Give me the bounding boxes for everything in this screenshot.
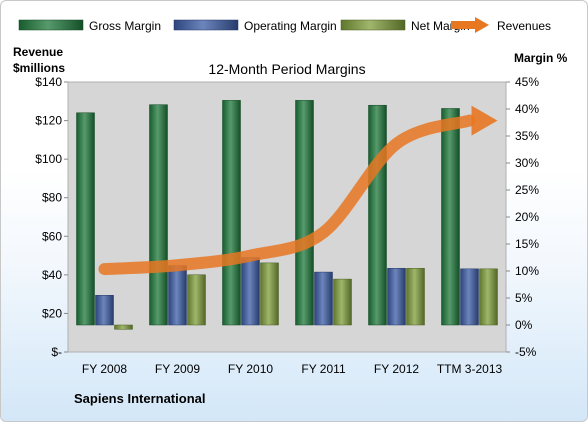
bar-operating-margin <box>95 295 114 326</box>
x-tick-label: FY 2011 <box>301 362 346 376</box>
left-tick-label: $120 <box>35 114 62 128</box>
bar-gross-margin <box>368 104 387 326</box>
bar-net-margin <box>479 268 498 326</box>
bar-operating-margin <box>460 268 479 326</box>
right-tick-label: 5% <box>515 291 533 305</box>
revenue-arrowhead <box>471 105 498 136</box>
left-tick-label: $60 <box>42 229 62 243</box>
right-tick-label: 20% <box>515 210 539 224</box>
bar-net-margin <box>406 268 425 326</box>
left-axis-title: Revenue <box>13 45 63 59</box>
left-tick-label: $- <box>51 345 62 359</box>
chart-title: 12-Month Period Margins <box>208 61 365 77</box>
company-name: Sapiens International <box>74 391 205 406</box>
bar-operating-margin <box>168 265 187 326</box>
left-axis-title: $millions <box>13 61 65 75</box>
legend-swatch <box>173 19 239 31</box>
right-tick-label: 45% <box>515 75 539 89</box>
left-tick-label: $80 <box>42 191 62 205</box>
left-tick-label: $140 <box>35 75 62 89</box>
legend-arrowhead <box>475 17 489 33</box>
left-tick-label: $100 <box>35 152 62 166</box>
bar-operating-margin <box>314 271 333 326</box>
legend-swatch <box>340 19 406 31</box>
x-tick-label: FY 2008 <box>82 362 127 376</box>
bar-gross-margin <box>76 112 95 326</box>
bar-operating-margin <box>241 257 260 326</box>
left-tick-label: $20 <box>42 306 62 320</box>
legend-label: Gross Margin <box>89 19 161 33</box>
x-tick-label: FY 2012 <box>374 362 419 376</box>
x-tick-label: FY 2010 <box>228 362 273 376</box>
revenue-line <box>98 114 476 276</box>
right-tick-label: 40% <box>515 102 539 116</box>
right-tick-label: 30% <box>515 156 539 170</box>
right-axis-title: Margin % <box>514 51 568 65</box>
x-tick-label: TTM 3-2013 <box>437 362 503 376</box>
bar-operating-margin <box>387 268 406 326</box>
right-tick-label: -5% <box>515 345 537 359</box>
bar-net-margin <box>187 274 206 326</box>
bar-net-margin <box>333 278 352 326</box>
legend-label: Revenues <box>497 19 551 33</box>
x-tick-label: FY 2009 <box>155 362 200 376</box>
right-tick-label: 15% <box>515 237 539 251</box>
right-tick-label: 10% <box>515 264 539 278</box>
bar-net-margin <box>260 262 279 326</box>
legend-label: Operating Margin <box>244 19 337 33</box>
bar-gross-margin <box>149 104 168 326</box>
bar-gross-margin <box>441 108 460 326</box>
right-tick-label: 25% <box>515 183 539 197</box>
right-tick-label: 0% <box>515 318 533 332</box>
bar-gross-margin <box>295 100 314 326</box>
legend-swatch <box>18 19 84 31</box>
right-tick-label: 35% <box>515 129 539 143</box>
bar-net-margin <box>114 324 133 330</box>
left-tick-label: $40 <box>42 268 62 282</box>
bar-gross-margin <box>222 100 241 326</box>
